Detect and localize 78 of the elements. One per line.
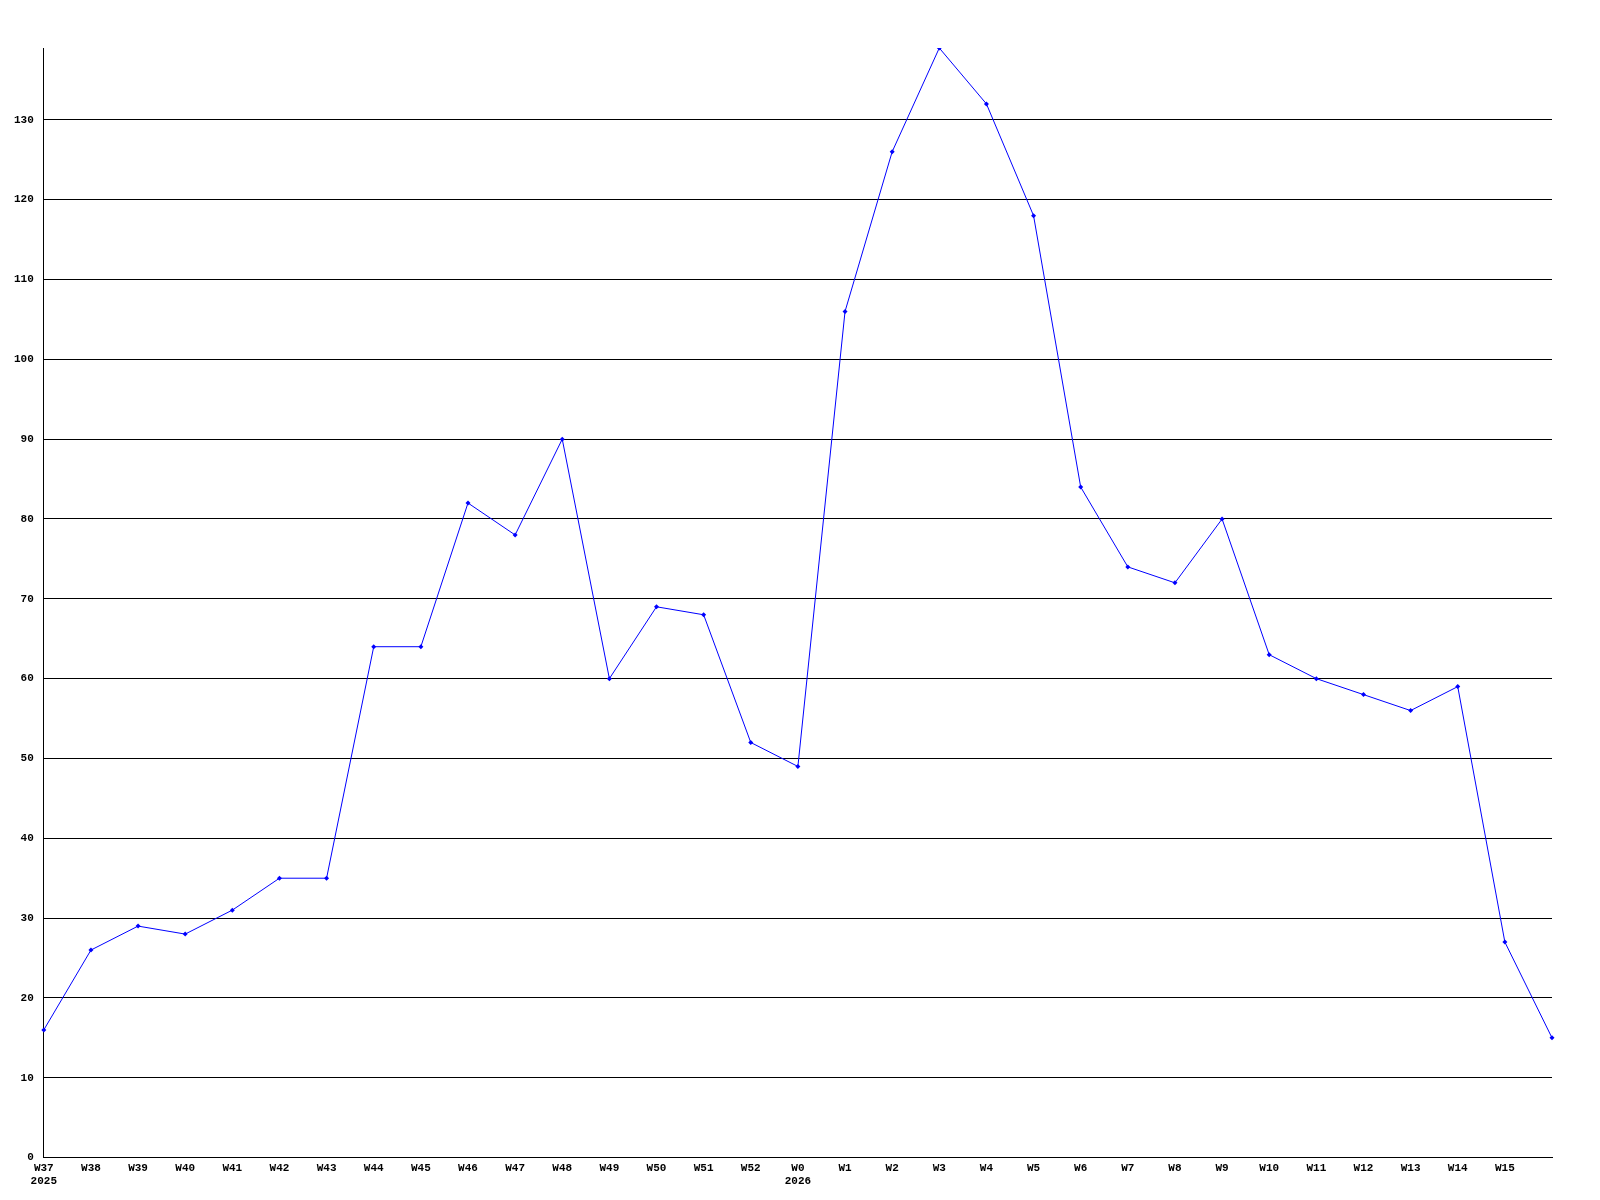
y-tick-label: 100 (13, 353, 34, 366)
y-tick-label: 40 (20, 832, 34, 845)
x-tick-label: W52 (740, 1161, 761, 1174)
point (276, 875, 282, 881)
x-tick-label: W13 (1400, 1161, 1421, 1174)
point (512, 532, 518, 538)
point (1360, 692, 1366, 698)
x-tick-label: W45 (410, 1161, 432, 1174)
y-tick-label: 20 (20, 991, 34, 1004)
point (371, 644, 377, 650)
x-tick-label: W1 (838, 1161, 853, 1174)
point (1502, 939, 1508, 945)
point (606, 676, 612, 682)
x-tick-label: W42 (269, 1161, 290, 1174)
y-tick-label: 110 (13, 273, 34, 286)
point (135, 923, 141, 929)
point (1125, 564, 1131, 570)
y-tick-label: 80 (20, 512, 34, 525)
point (41, 1027, 47, 1033)
x-tick-label: W5 (1026, 1161, 1041, 1174)
point (1266, 652, 1272, 658)
point (1549, 1035, 1555, 1041)
point (654, 604, 660, 610)
x-tick-label: W39 (128, 1161, 148, 1174)
x-tick-label: W51 (693, 1161, 714, 1174)
y-tick-label: 10 (20, 1071, 34, 1084)
point (182, 931, 188, 937)
x-tick-label: W14 (1447, 1161, 1469, 1174)
point (418, 644, 424, 650)
x-tick-label: W4 (979, 1161, 994, 1174)
x-tick-label: W10 (1259, 1161, 1280, 1174)
y-tick-label: 50 (20, 752, 34, 765)
point (748, 740, 754, 745)
x-tick-label: W9 (1215, 1161, 1229, 1174)
x-tick-label: W50 (646, 1161, 667, 1174)
point (1219, 516, 1225, 522)
point (1313, 676, 1319, 682)
point (465, 500, 471, 506)
y-tick-label: 30 (20, 911, 34, 924)
x-tick-label: W3 (932, 1161, 947, 1174)
point (88, 947, 94, 953)
point (1408, 708, 1414, 714)
x-tick-label: W15 (1494, 1161, 1516, 1174)
y-tick-label: 70 (20, 592, 34, 605)
x-tick-label: W37 2025 (30, 1161, 58, 1188)
x-tick-label: W48 (552, 1161, 573, 1174)
x-tick-label: W41 (222, 1161, 243, 1174)
y-tick-label: 120 (13, 193, 34, 206)
x-tick-label: W0 2026 (784, 1161, 812, 1188)
point (1455, 684, 1461, 690)
point (842, 308, 848, 314)
x-tick-label: W7 (1121, 1161, 1135, 1174)
x-tick-label: W38 (81, 1161, 102, 1174)
x-tick-label: W8 (1168, 1161, 1182, 1174)
point (1031, 213, 1037, 219)
point (983, 101, 989, 107)
x-tick-label: W2 (885, 1161, 899, 1174)
point (324, 875, 330, 881)
point (229, 907, 235, 913)
point (1078, 484, 1084, 490)
point (559, 436, 565, 442)
y-tick-label: 130 (13, 113, 34, 126)
x-tick-label: W40 (175, 1161, 196, 1174)
point (889, 149, 895, 155)
x-tick-label: W46 (458, 1161, 478, 1174)
y-tick-label: 60 (20, 672, 34, 685)
x-tick-label: W6 (1074, 1161, 1088, 1174)
point (795, 763, 801, 769)
x-tick-label: W49 (599, 1161, 620, 1174)
x-tick-label: W12 (1353, 1161, 1374, 1174)
x-tick-label: W43 (316, 1161, 337, 1174)
x-tick-label: W44 (363, 1161, 385, 1174)
x-tick-label: W47 (505, 1161, 526, 1174)
y-tick-label: 90 (20, 432, 34, 445)
y-tick-label: 0 (27, 1151, 34, 1164)
point (1172, 580, 1178, 586)
point (701, 612, 707, 618)
x-tick-label: W11 (1306, 1161, 1327, 1174)
